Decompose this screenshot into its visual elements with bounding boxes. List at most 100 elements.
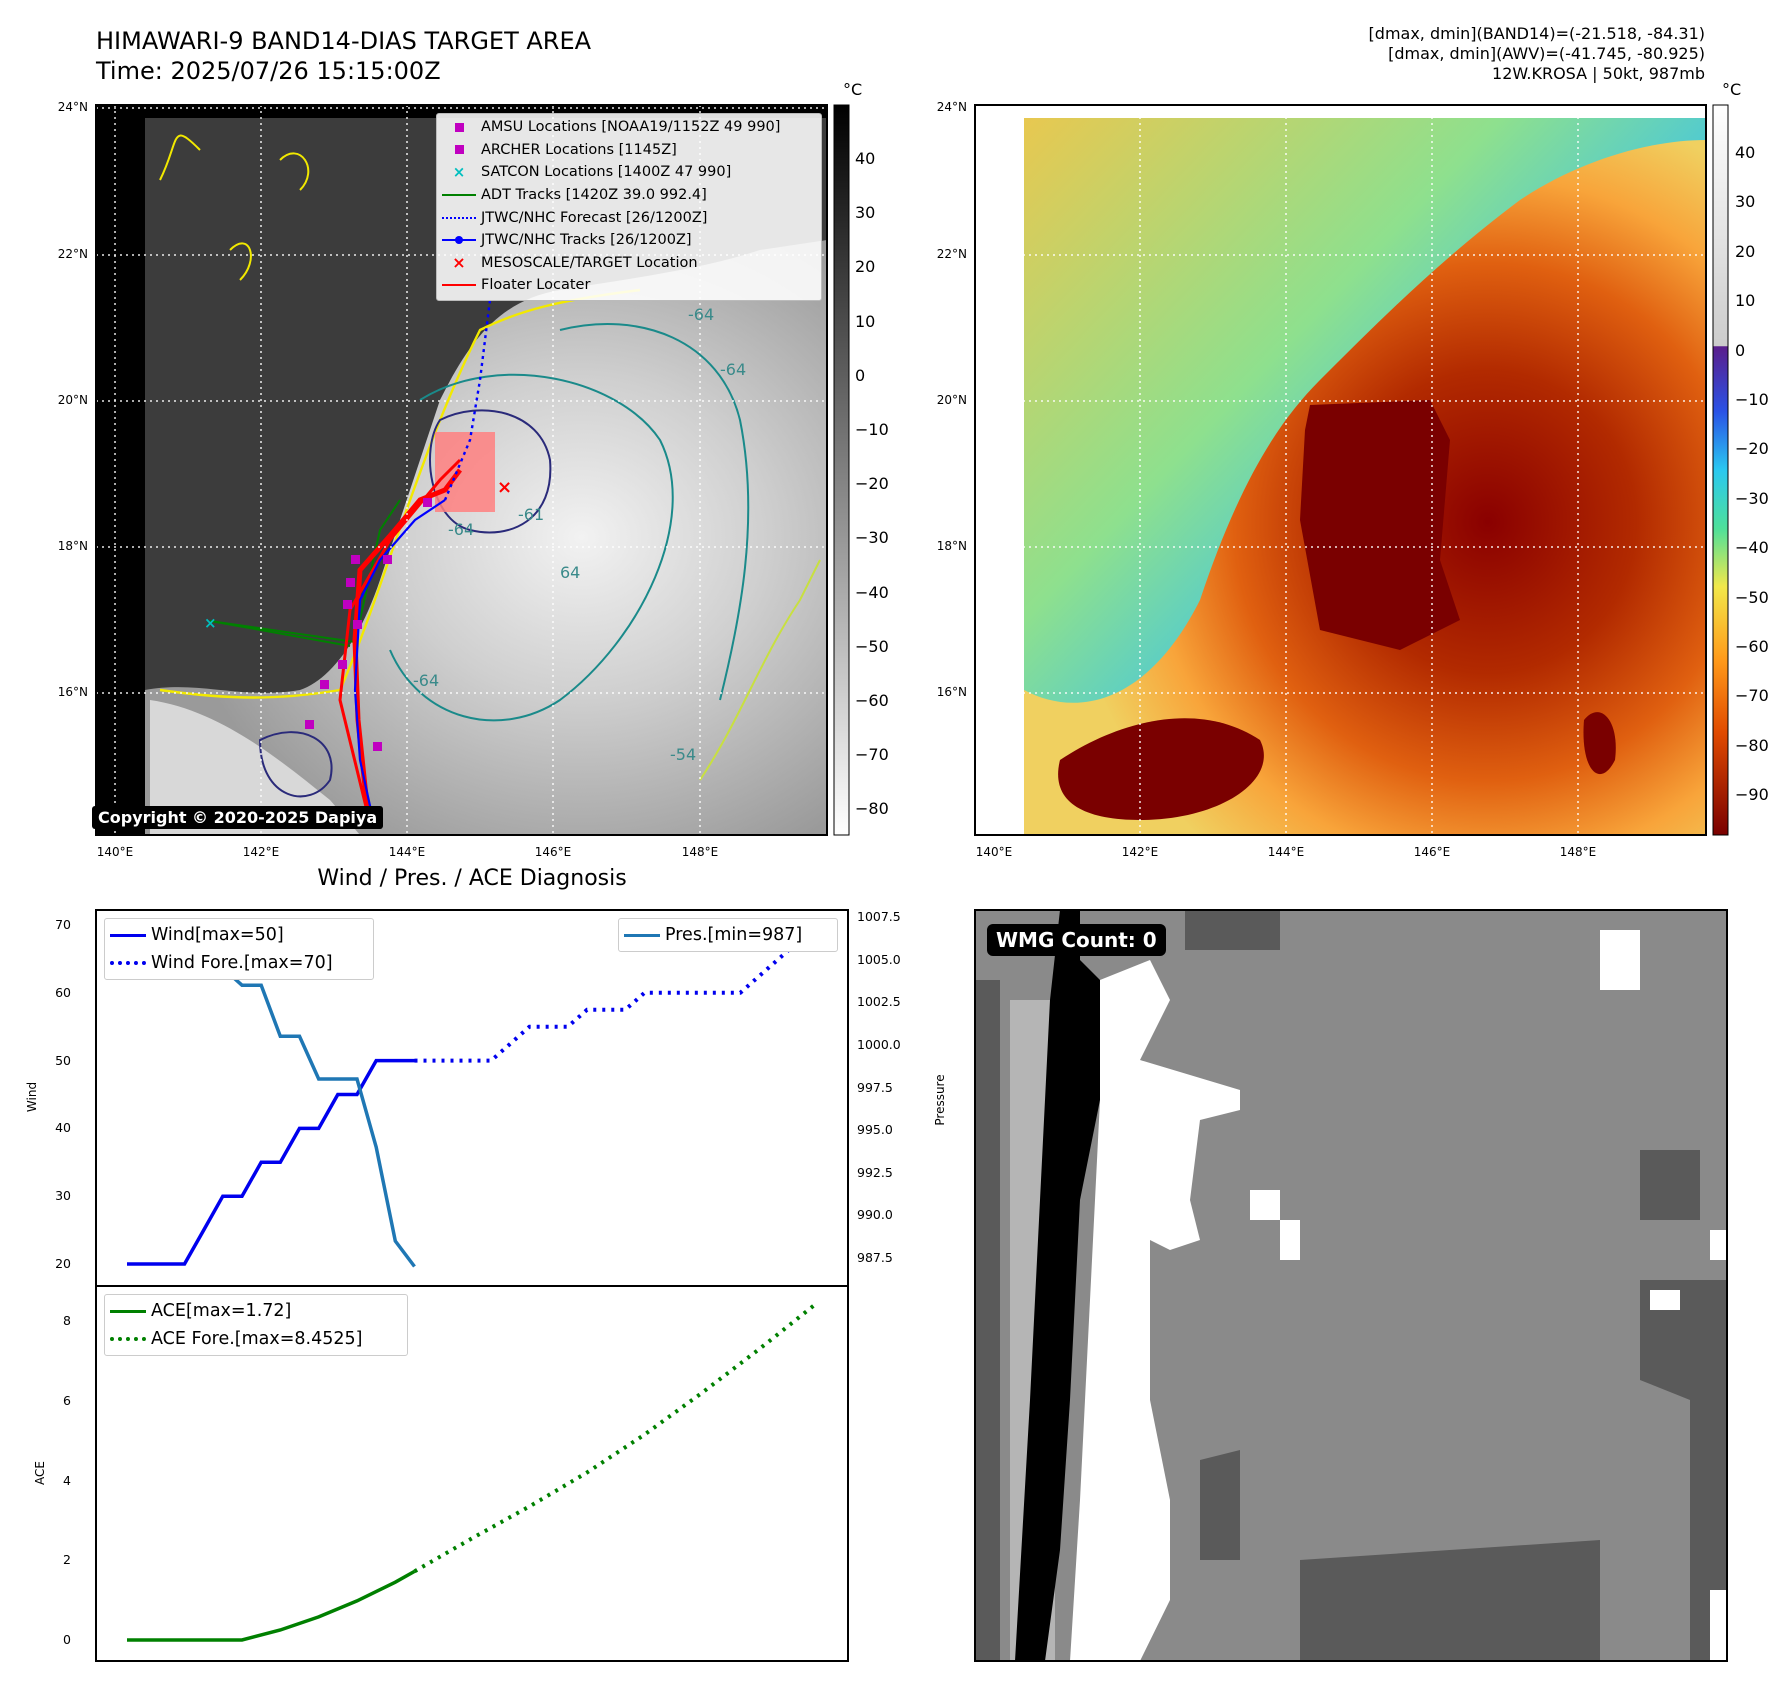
title-line-2: Time: 2025/07/26 15:15:00Z (96, 57, 441, 85)
diagnosis-title: Wind / Pres. / ACE Diagnosis (317, 866, 627, 891)
legend-item-mesoscale: × MESOSCALE/TARGET Location (437, 252, 821, 275)
legend-item-pressure: Pres.[min=987] (619, 921, 837, 949)
contour-label: -61 (518, 505, 544, 524)
colorbar-tick-label: −60 (1735, 637, 1769, 656)
ace-series-line (127, 1569, 416, 1642)
legend-item-floater: Floater Locater (437, 274, 821, 297)
colorbar-unit: °C (1722, 80, 1742, 99)
axis-tick-label: 1000.0 (857, 1036, 901, 1052)
red-x-icon: × (452, 253, 466, 273)
lat-tick: 18°N (57, 539, 88, 553)
contour-label: -64 (688, 305, 714, 324)
lat-tick: 16°N (936, 685, 967, 699)
legend-item-adt: ADT Tracks [1420Z 39.0 992.4] (437, 184, 821, 207)
axis-tick-label: 20 (55, 1256, 71, 1271)
green-line-icon (110, 1309, 146, 1313)
colorbar-tick-label: 20 (855, 257, 876, 277)
copyright-badge: Copyright © 2020-2025 Dapiya (92, 806, 384, 829)
blue-dotted-line-icon (110, 961, 146, 965)
colorbar-tick-label: −40 (855, 582, 889, 602)
colorbar-tick-label: 30 (855, 203, 876, 223)
green-line-icon (442, 194, 476, 197)
cyan-x-icon: × (452, 163, 466, 182)
lat-tick: 20°N (57, 393, 88, 407)
lat-tick: 20°N (936, 393, 967, 407)
colorbar-tick-label: −70 (1735, 686, 1769, 706)
colorbar-tick-label: −50 (855, 636, 889, 656)
lat-tick: 24°N (57, 100, 88, 114)
wmg-count-badge: WMG Count: 0 (987, 924, 1166, 956)
colorbar-tick-label: −20 (855, 474, 889, 494)
colorbar-tick-label: −80 (1735, 735, 1769, 755)
colorbar-tick-label: 40 (1735, 143, 1756, 162)
legend-item-satcon: × SATCON Locations [1400Z 47 990] (437, 161, 821, 184)
colorbar-tick-label: −90 (1735, 785, 1769, 805)
pressure-axis-label: Pressure (933, 1074, 947, 1126)
axis-tick-label: 987.5 (857, 1250, 893, 1265)
axis-tick-label: 30 (55, 1188, 71, 1204)
ir-colorbar (833, 104, 850, 836)
lon-tick: 148°E (681, 845, 719, 859)
lat-tick: 18°N (936, 539, 967, 553)
colorbar-tick-label: −30 (855, 528, 889, 548)
legend-item-jtwc-forecast: JTWC/NHC Forecast [26/1200Z] (437, 206, 821, 229)
contour-label: -64 (448, 520, 474, 539)
axis-tick-label: 990.0 (857, 1207, 893, 1223)
legend-item-ace-forecast: ACE Fore.[max=8.4525] (105, 1325, 407, 1353)
lon-tick: 144°E (388, 845, 426, 859)
lon-tick: 142°E (1121, 845, 1159, 859)
red-line-icon (442, 284, 476, 287)
axis-tick-label: 2 (63, 1552, 71, 1568)
axis-tick-label: 6 (63, 1392, 71, 1408)
colorbar-tick-label: −40 (1735, 538, 1769, 558)
colorbar-tick-label: −80 (855, 799, 889, 819)
colorbar-tick-label: 10 (1735, 291, 1756, 311)
legend-item-ace: ACE[max=1.72] (105, 1297, 407, 1325)
green-dotted-line-icon (110, 1337, 146, 1341)
colorbar-tick-label: 0 (1735, 340, 1746, 360)
colorbar-tick-label: −20 (1735, 439, 1769, 459)
lon-tick: 148°E (1559, 845, 1597, 859)
lat-tick: 22°N (936, 247, 967, 261)
legend-item-jtwc-tracks: JTWC/NHC Tracks [26/1200Z] (437, 229, 821, 252)
blue-line-dot-icon (442, 236, 476, 245)
title-line-1: HIMAWARI-9 BAND14-DIAS TARGET AREA (96, 27, 592, 55)
legend-item-wind: Wind[max=50] (105, 921, 373, 949)
axis-tick-label: 1002.5 (857, 994, 901, 1010)
ace-plot-area (127, 1301, 819, 1642)
magenta-square-icon (454, 122, 464, 132)
colorbar-tick-label: 30 (1735, 192, 1756, 212)
colorbar-tick-label: 40 (855, 149, 876, 168)
wind-forecast-series-line (414, 940, 817, 1063)
colorbar-tick-label: 20 (1735, 241, 1756, 261)
blue-dotted-line-icon (442, 216, 476, 219)
colorbar-tick-label: 10 (855, 311, 876, 331)
legend-item-wind-forecast: Wind Fore.[max=70] (105, 949, 373, 977)
wind-plot-area (127, 940, 817, 1266)
axis-tick-label: 997.5 (857, 1079, 893, 1095)
axis-tick-label: 50 (55, 1052, 71, 1068)
colorbar-unit: °C (843, 80, 863, 99)
colorbar-tick-label: −70 (855, 745, 889, 765)
contour-label: 64 (560, 563, 580, 582)
lat-tick: 16°N (57, 685, 88, 699)
lon-tick: 142°E (242, 845, 280, 859)
axis-tick-label: 4 (63, 1472, 71, 1488)
legend-item-archer: ARCHER Locations [1145Z] (437, 139, 821, 162)
contour-label: -64 (413, 671, 439, 690)
awv-satellite-map (974, 104, 1707, 836)
wind-series-line (127, 1058, 415, 1266)
intensity-info: [dmax, dmin](BAND14)=(-21.518, -84.31) [… (1369, 24, 1705, 84)
info-awv: [dmax, dmin](AWV)=(-41.745, -80.925) (1388, 44, 1705, 63)
lon-tick: 144°E (1267, 845, 1305, 859)
colorbar-tick-label: −50 (1735, 587, 1769, 607)
contour-label: -54 (670, 745, 696, 764)
axis-tick-label: 992.5 (857, 1164, 893, 1180)
colorbar-tick-label: −10 (1735, 390, 1769, 409)
colorbar-tick-label: −10 (855, 420, 889, 439)
svg-text:×: × (497, 477, 512, 498)
ace-plot-frame (95, 1285, 849, 1662)
axis-tick-label: 1007.5 (857, 909, 901, 924)
awv-colorbar (1712, 104, 1729, 836)
lon-tick: 140°E (975, 845, 1013, 859)
